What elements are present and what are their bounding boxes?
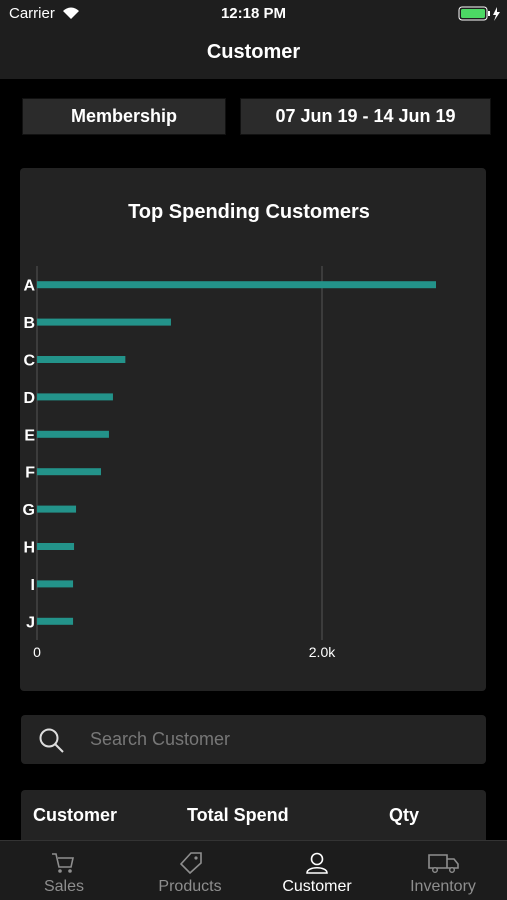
- bar: [37, 543, 75, 550]
- bar: [37, 468, 101, 476]
- column-header: Total Spend: [187, 805, 289, 825]
- bar: [37, 318, 171, 326]
- y-tick-label: H: [23, 540, 35, 557]
- column-header: Customer: [33, 805, 118, 825]
- bar: [37, 505, 77, 513]
- inventory-icon: [428, 854, 459, 874]
- y-tick-label: F: [25, 465, 35, 482]
- search-placeholder: Search Customer: [90, 729, 231, 749]
- carrier: Carrier: [9, 5, 55, 22]
- chart-card: [20, 168, 486, 691]
- x-tick-label: 0: [33, 644, 41, 660]
- y-tick-label: A: [23, 278, 35, 295]
- date-filter[interactable]: 07 Jun 19 - 14 Jun 19: [240, 98, 491, 135]
- clock: 12:18 PM: [220, 5, 287, 22]
- chart: Top Spending Customers 0 2.0k A B C D E F G H I J: [23, 201, 436, 660]
- y-tick-label: I: [31, 577, 35, 594]
- bar: [37, 281, 436, 289]
- bar: [37, 617, 74, 625]
- chart-title: Top Spending Customers: [128, 201, 370, 223]
- sales-icon: [52, 853, 74, 873]
- y-tick-label: E: [24, 427, 35, 444]
- tab[interactable]: Sales: [43, 878, 85, 895]
- customer-icon: [306, 852, 328, 874]
- y-tick-label: B: [23, 315, 35, 332]
- bar: [37, 356, 126, 363]
- tab[interactable]: Inventory: [410, 878, 476, 895]
- nav-title: Customer: [0, 28, 507, 79]
- y-tick-label: G: [23, 502, 35, 519]
- column-header: Qty: [389, 805, 420, 825]
- search-box[interactable]: Search Customer: [21, 715, 486, 764]
- tab-bar: [0, 840, 507, 900]
- y-tick-label: C: [23, 353, 35, 370]
- battery-icon: [458, 6, 500, 21]
- tab[interactable]: Customer: [282, 878, 352, 895]
- bar: [37, 393, 113, 401]
- x-tick-label: 2.0k: [309, 644, 336, 660]
- bar: [37, 430, 109, 438]
- group-filter[interactable]: Membership: [22, 98, 226, 135]
- wifi-icon: [63, 7, 79, 19]
- status-bar: Carrier 12:18 PM: [0, 0, 507, 28]
- y-tick-label: J: [26, 614, 35, 631]
- bar: [37, 580, 74, 588]
- tab[interactable]: Products: [158, 878, 222, 895]
- products-icon: [179, 852, 202, 875]
- y-tick-label: D: [23, 390, 35, 407]
- search-icon: [39, 728, 64, 753]
